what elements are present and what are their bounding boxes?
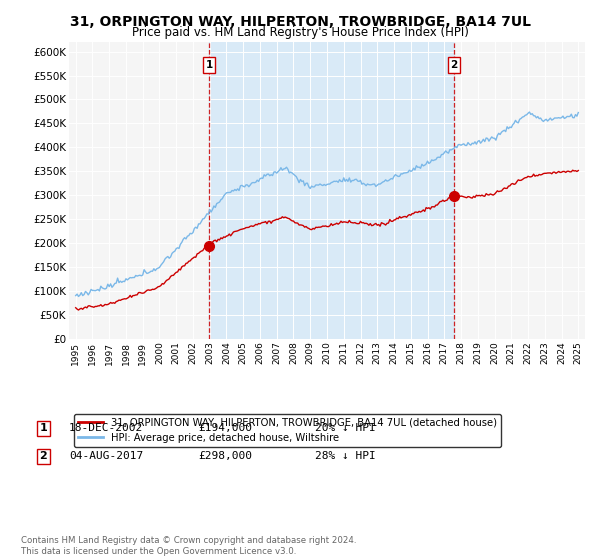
Text: 20% ↓ HPI: 20% ↓ HPI: [315, 423, 376, 433]
Text: 1: 1: [40, 423, 47, 433]
Text: 04-AUG-2017: 04-AUG-2017: [69, 451, 143, 461]
Text: £298,000: £298,000: [198, 451, 252, 461]
Text: Contains HM Land Registry data © Crown copyright and database right 2024.
This d: Contains HM Land Registry data © Crown c…: [21, 536, 356, 556]
Text: 1: 1: [206, 60, 213, 70]
Text: 18-DEC-2002: 18-DEC-2002: [69, 423, 143, 433]
Text: Price paid vs. HM Land Registry's House Price Index (HPI): Price paid vs. HM Land Registry's House …: [131, 26, 469, 39]
Text: 28% ↓ HPI: 28% ↓ HPI: [315, 451, 376, 461]
Text: 31, ORPINGTON WAY, HILPERTON, TROWBRIDGE, BA14 7UL: 31, ORPINGTON WAY, HILPERTON, TROWBRIDGE…: [70, 15, 530, 29]
Text: £194,000: £194,000: [198, 423, 252, 433]
Legend: 31, ORPINGTON WAY, HILPERTON, TROWBRIDGE, BA14 7UL (detached house), HPI: Averag: 31, ORPINGTON WAY, HILPERTON, TROWBRIDGE…: [74, 413, 501, 446]
Text: 2: 2: [451, 60, 458, 70]
Bar: [209, 42, 454, 339]
Text: 2: 2: [40, 451, 47, 461]
